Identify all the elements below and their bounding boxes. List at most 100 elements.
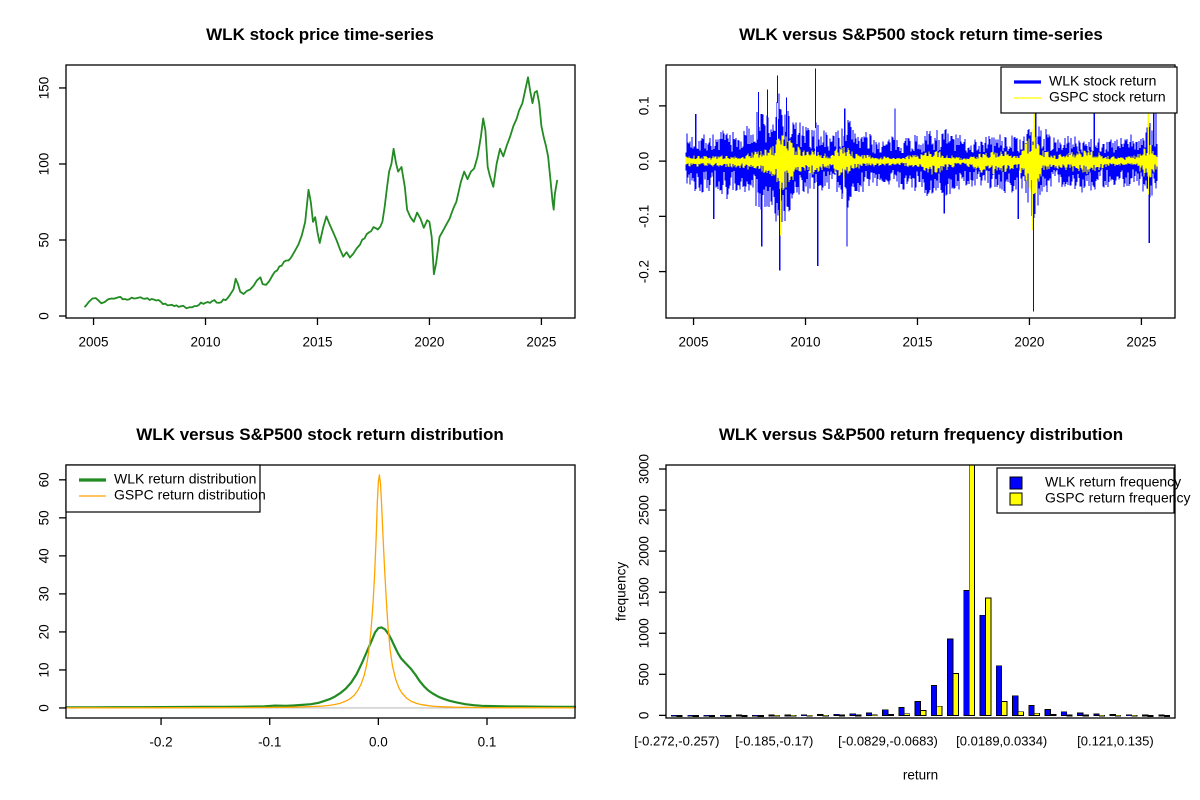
bar <box>752 714 759 717</box>
bar <box>1093 713 1100 716</box>
legend-label: WLK return frequency <box>1045 474 1181 490</box>
plot-box <box>665 464 1176 719</box>
bar <box>1050 714 1057 716</box>
y-tick-label: -0.1 <box>637 205 652 228</box>
y-tick-label: 500 <box>637 663 652 686</box>
bar <box>1125 714 1133 717</box>
bar <box>719 714 726 717</box>
bar <box>849 713 856 716</box>
y-tick-label: 0 <box>637 712 652 720</box>
x-tick-label: [-0.272,-0.257) <box>634 733 719 748</box>
x-tick-label: 2020 <box>414 335 444 350</box>
y-tick-label: 0 <box>37 704 52 712</box>
x-tick-label: -0.2 <box>149 735 172 750</box>
series-line-gspc-return-distribution <box>65 474 576 709</box>
bar <box>979 614 986 716</box>
bar <box>757 714 764 717</box>
y-tick-label: 1500 <box>637 577 652 607</box>
x-tick-label: [-0.185,-0.17) <box>735 733 813 748</box>
y-tick-label: 60 <box>37 472 52 487</box>
bar <box>882 709 889 716</box>
y-tick-label: 0 <box>37 312 52 320</box>
bar <box>676 714 683 717</box>
bar <box>773 714 781 717</box>
bar <box>1109 713 1116 716</box>
chart-title-histogram: WLK versus S&P500 return frequency distr… <box>718 425 1124 444</box>
bar <box>1098 714 1105 717</box>
y-tick-label: 0.1 <box>637 96 652 115</box>
x-tick-label: 2015 <box>902 335 932 350</box>
y-tick-label: 150 <box>37 77 52 100</box>
y-tick-label: -0.2 <box>637 260 652 283</box>
x-axis-label: return <box>903 768 938 783</box>
bar <box>914 701 921 716</box>
y-tick-label: 1000 <box>637 618 652 648</box>
bar <box>708 714 716 717</box>
x-tick-label: 2025 <box>1126 335 1156 350</box>
legend-label: WLK stock return <box>1049 73 1156 89</box>
bar <box>741 714 748 717</box>
legend-square-sample <box>1009 492 1023 506</box>
plot-box <box>65 64 576 319</box>
chart-title-returns: WLK versus S&P500 stock return time-seri… <box>739 25 1103 44</box>
bar <box>1001 701 1008 716</box>
bar <box>995 665 1003 716</box>
x-tick-label: 2005 <box>679 335 709 350</box>
bar <box>822 714 829 717</box>
chart-title-price: WLK stock price time-series <box>206 25 434 44</box>
bar <box>963 590 970 716</box>
y-axis-label: frequency <box>614 562 629 622</box>
bar <box>735 714 743 717</box>
x-tick-label: 2020 <box>1014 335 1044 350</box>
bar <box>947 638 954 716</box>
bar <box>968 464 976 716</box>
series-line-wlk-price <box>84 76 558 310</box>
x-tick-label: 2005 <box>79 335 109 350</box>
bar <box>687 714 694 717</box>
bar <box>1077 712 1084 716</box>
x-tick-label: 0.0 <box>369 735 388 750</box>
plot-box <box>665 64 1176 319</box>
series-noise-gspc-stock-return <box>685 103 1158 236</box>
y-tick-label: 3000 <box>637 454 652 484</box>
panel-density: -0.2 -0.1 0.0 0.1 0 10 20 30 40 50 60 WLK return di… <box>37 464 577 750</box>
panel-histogram: [-0.272,-0.257) [-0.185,-0.17) [-0.0829,-0… <box>614 454 1191 783</box>
bar <box>806 714 813 717</box>
x-tick-label: 2025 <box>526 335 556 350</box>
bar <box>1158 714 1165 717</box>
bar <box>871 714 878 717</box>
bar <box>1163 714 1170 717</box>
panel-returns: 2005 2010 2015 2020 2025 0.1 0.0 -0.1 -0.2 WLK st… <box>637 64 1178 350</box>
bar <box>838 714 846 717</box>
x-tick-label: 2010 <box>190 335 220 350</box>
legend-label: WLK return distribution <box>114 471 256 487</box>
bar <box>936 705 943 716</box>
y-tick-label: 30 <box>37 586 52 601</box>
bar <box>1082 714 1089 717</box>
bar <box>768 714 775 717</box>
y-tick-label: 2500 <box>637 495 652 525</box>
x-tick-label: 0.1 <box>478 735 497 750</box>
bar <box>1131 714 1138 717</box>
bar <box>887 713 894 716</box>
legend-box <box>996 467 1175 514</box>
bar <box>920 710 927 716</box>
x-tick-label: [0.121,0.135) <box>1077 733 1154 748</box>
bar <box>1066 714 1073 717</box>
bar <box>671 714 678 717</box>
legend-box <box>1000 66 1178 114</box>
bar <box>1147 714 1154 717</box>
legend-label: GSPC return frequency <box>1045 490 1191 506</box>
legend-square-sample <box>1009 476 1023 490</box>
bar <box>784 714 791 717</box>
x-tick-label: [-0.0829,-0.0683) <box>838 733 938 748</box>
bar <box>898 707 905 716</box>
panel-wlk-price: 2005 2010 2015 2020 2025 0 50 100 150 <box>37 64 576 350</box>
legend-label: GSPC return distribution <box>114 487 266 503</box>
y-tick-label: 40 <box>37 548 52 563</box>
bar <box>985 597 992 716</box>
